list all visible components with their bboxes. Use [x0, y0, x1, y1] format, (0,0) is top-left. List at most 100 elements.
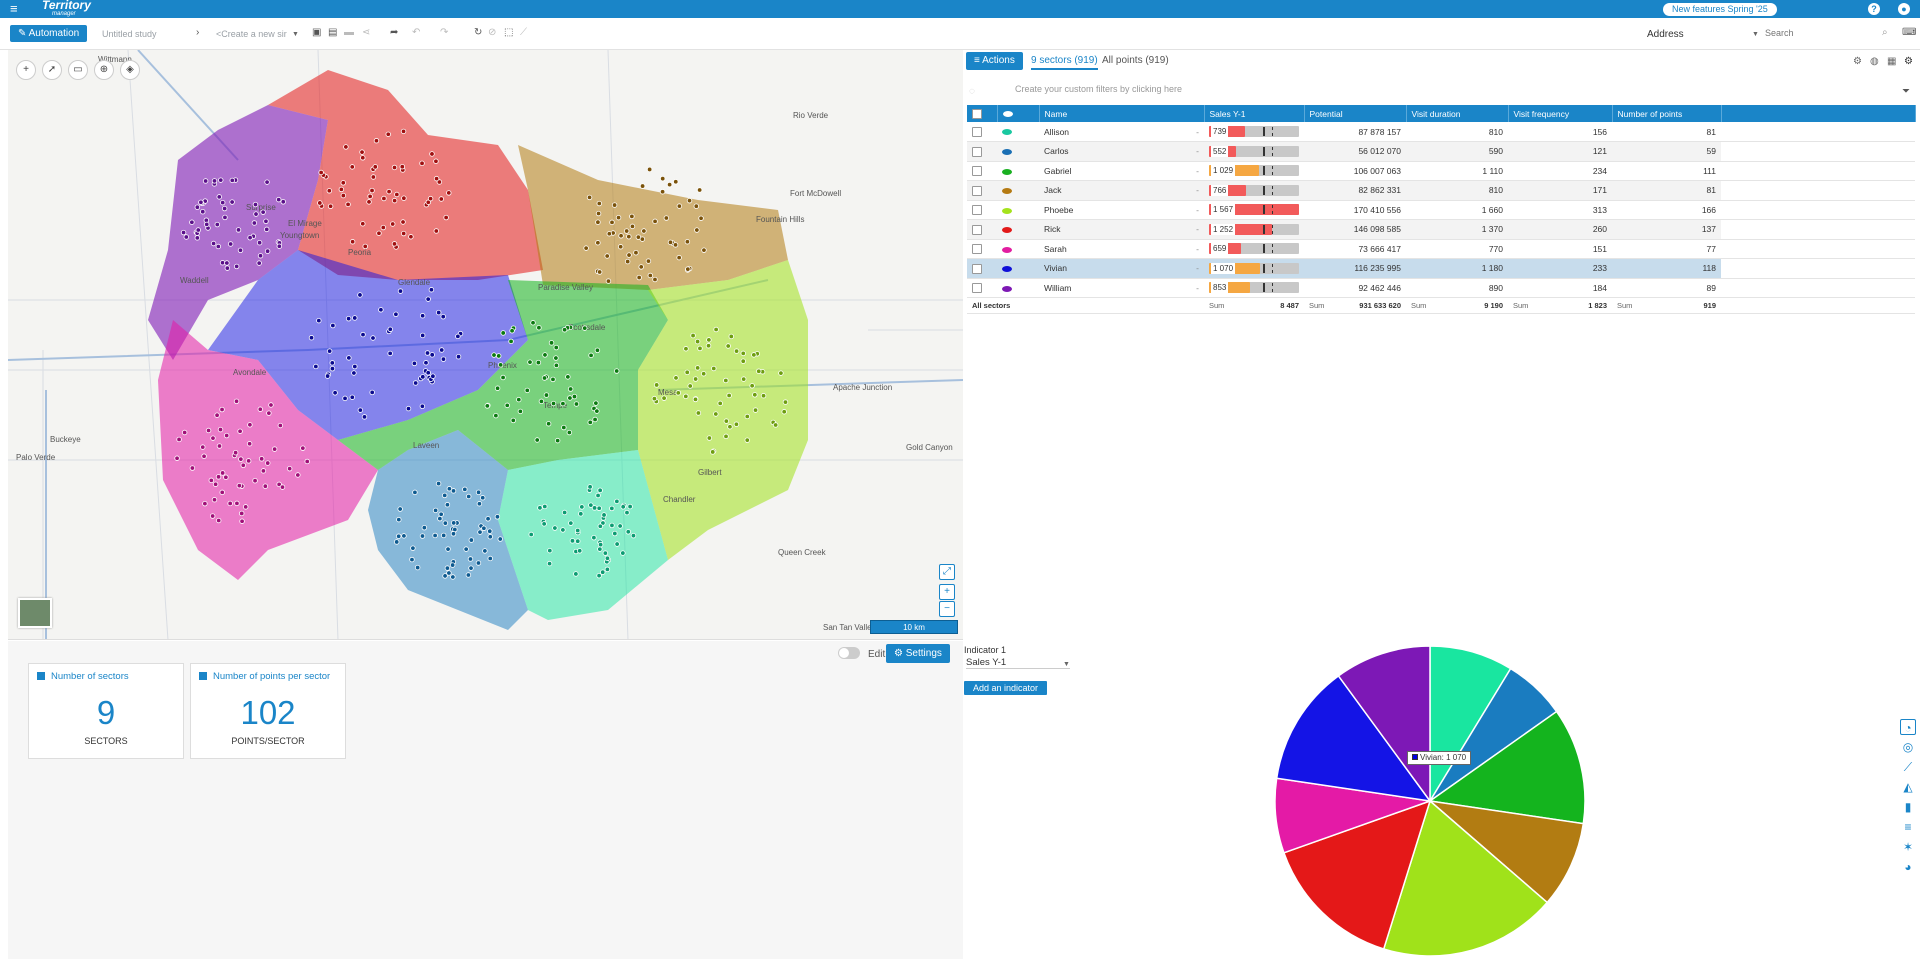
- map-point[interactable]: [594, 347, 601, 353]
- row-visibility[interactable]: [997, 200, 1039, 220]
- map-point[interactable]: [672, 242, 679, 248]
- map-point[interactable]: [568, 520, 574, 526]
- map-point[interactable]: [256, 239, 263, 246]
- map-point[interactable]: [659, 189, 666, 195]
- map-point[interactable]: [247, 422, 253, 428]
- row-menu[interactable]: -: [1196, 282, 1199, 293]
- map-point[interactable]: [612, 530, 618, 537]
- map-point[interactable]: [597, 487, 603, 494]
- chevron-right-icon[interactable]: ›: [196, 27, 200, 38]
- zoom-select-icon[interactable]: ⊕: [94, 60, 114, 80]
- map-point[interactable]: [554, 437, 561, 444]
- eye-icon[interactable]: [1002, 168, 1012, 175]
- map-point[interactable]: [510, 417, 516, 424]
- map-point[interactable]: [237, 428, 243, 434]
- map-point[interactable]: [690, 332, 696, 339]
- map-point[interactable]: [409, 556, 415, 563]
- map-point[interactable]: [542, 352, 548, 358]
- eye-icon[interactable]: [1002, 149, 1012, 155]
- map-point[interactable]: [204, 221, 210, 228]
- filter-tools-icon[interactable]: ◌: [969, 86, 975, 97]
- map-point[interactable]: [595, 240, 601, 246]
- map-point[interactable]: [494, 514, 501, 520]
- row-select[interactable]: [967, 278, 997, 298]
- map-point[interactable]: [427, 195, 434, 202]
- edit-toggle[interactable]: [838, 647, 860, 659]
- map-point[interactable]: [391, 164, 398, 171]
- map-point[interactable]: [181, 429, 188, 436]
- map-view[interactable]: Wittmann Surprise El Mirage Youngtown Pe…: [8, 50, 963, 640]
- undo-icon[interactable]: ↶: [412, 27, 421, 38]
- map-point[interactable]: [705, 343, 712, 349]
- map-point[interactable]: [614, 541, 620, 547]
- map-point[interactable]: [440, 313, 446, 320]
- map-point[interactable]: [676, 203, 683, 209]
- map-point[interactable]: [728, 333, 734, 340]
- map-point[interactable]: [372, 164, 378, 170]
- row-checkbox[interactable]: [972, 283, 982, 294]
- map-point[interactable]: [476, 501, 483, 507]
- map-point[interactable]: [446, 570, 452, 576]
- map-point[interactable]: [491, 352, 497, 358]
- map-point[interactable]: [218, 177, 224, 183]
- map-point[interactable]: [751, 352, 757, 358]
- map-point[interactable]: [387, 350, 393, 357]
- map-point[interactable]: [212, 481, 219, 487]
- map-point[interactable]: [253, 211, 259, 217]
- map-point[interactable]: [326, 188, 333, 194]
- map-point[interactable]: [463, 546, 469, 552]
- map-point[interactable]: [571, 393, 578, 400]
- custom-filter-hint[interactable]: Create your custom filters by clicking h…: [1015, 84, 1183, 94]
- row-visibility[interactable]: [997, 239, 1039, 259]
- map-point[interactable]: [252, 478, 258, 484]
- row-menu[interactable]: -: [1196, 126, 1199, 137]
- map-point[interactable]: [443, 214, 449, 221]
- map-point[interactable]: [620, 550, 626, 556]
- map-point[interactable]: [760, 393, 767, 399]
- map-point[interactable]: [357, 292, 363, 298]
- map-point[interactable]: [597, 523, 604, 529]
- map-point[interactable]: [401, 195, 407, 201]
- table-row[interactable]: Vivian - 1 070 116 235 995 1 180 233 118: [967, 258, 1915, 279]
- map-point[interactable]: [497, 536, 503, 542]
- sector-allison[interactable]: [498, 450, 668, 620]
- map-point[interactable]: [717, 400, 723, 407]
- map-point[interactable]: [214, 412, 220, 418]
- map-point[interactable]: [340, 180, 346, 186]
- map-point[interactable]: [565, 374, 571, 380]
- map-point[interactable]: [638, 264, 644, 270]
- table-row[interactable]: Gabriel - 1 029 106 007 063 1 110 234 111: [967, 161, 1915, 181]
- map-point[interactable]: [487, 555, 493, 562]
- map-point[interactable]: [381, 195, 387, 202]
- row-menu[interactable]: -: [1196, 204, 1199, 215]
- map-point[interactable]: [583, 245, 589, 251]
- map-point[interactable]: [706, 337, 712, 343]
- map-point[interactable]: [727, 424, 733, 430]
- tab-sectors[interactable]: 9 sectors (919): [1031, 52, 1098, 70]
- map-point[interactable]: [343, 144, 349, 150]
- map-point[interactable]: [279, 484, 286, 490]
- map-point[interactable]: [781, 409, 787, 415]
- map-point[interactable]: [194, 235, 201, 241]
- map-point[interactable]: [419, 332, 426, 339]
- map-point[interactable]: [276, 243, 283, 249]
- map-point[interactable]: [645, 258, 652, 264]
- map-point[interactable]: [602, 550, 609, 556]
- map-point[interactable]: [280, 199, 286, 205]
- bar-chart-type-icon[interactable]: ▮: [1904, 800, 1912, 814]
- map-point[interactable]: [587, 484, 593, 490]
- hamburger-menu-icon[interactable]: ≡: [10, 1, 18, 16]
- row-checkbox[interactable]: [972, 146, 982, 157]
- map-point[interactable]: [370, 174, 377, 180]
- map-point[interactable]: [614, 368, 620, 374]
- map-point[interactable]: [202, 500, 208, 507]
- map-point[interactable]: [442, 520, 449, 526]
- map-point[interactable]: [442, 573, 448, 579]
- map-point[interactable]: [500, 330, 506, 336]
- map-point[interactable]: [237, 247, 244, 254]
- map-point[interactable]: [569, 538, 576, 544]
- map-point[interactable]: [420, 374, 426, 380]
- comment-icon[interactable]: ▭: [68, 60, 88, 80]
- map-point[interactable]: [437, 515, 443, 522]
- pie-slice-vivian[interactable]: [1275, 674, 1432, 803]
